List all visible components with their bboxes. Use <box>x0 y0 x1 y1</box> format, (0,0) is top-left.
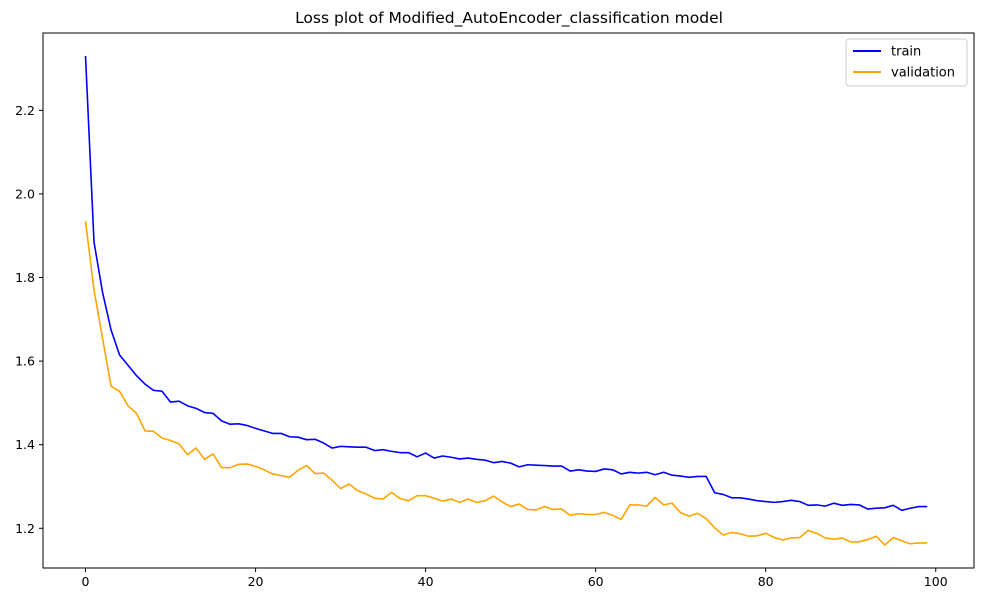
x-tick-label: 80 <box>758 574 774 589</box>
axes-frame <box>42 32 975 569</box>
legend-label-validation: validation <box>891 66 955 81</box>
y-tick-label: 2.0 <box>15 186 35 201</box>
y-tick-label: 1.8 <box>15 270 35 285</box>
series-line-train <box>84 55 928 512</box>
legend: train validation <box>845 38 968 87</box>
y-axis: 1.2 1.4 1.6 1.8 2.0 2.2 <box>15 103 43 536</box>
x-tick-label: 40 <box>418 574 434 589</box>
x-tick-label: 0 <box>82 574 90 589</box>
series-layer <box>84 55 928 546</box>
y-tick-label: 2.2 <box>15 103 35 118</box>
chart-title: Loss plot of Modified_AutoEncoder_classi… <box>295 9 723 28</box>
x-axis: 0 20 40 60 80 100 <box>82 568 948 589</box>
x-tick-label: 60 <box>588 574 604 589</box>
y-tick-label: 1.2 <box>15 521 35 536</box>
series-line-validation <box>84 220 928 546</box>
x-tick-label: 20 <box>248 574 264 589</box>
y-tick-label: 1.4 <box>15 437 35 452</box>
x-tick-label: 100 <box>924 574 948 589</box>
y-tick-label: 1.6 <box>15 354 35 369</box>
legend-label-train: train <box>891 45 921 60</box>
